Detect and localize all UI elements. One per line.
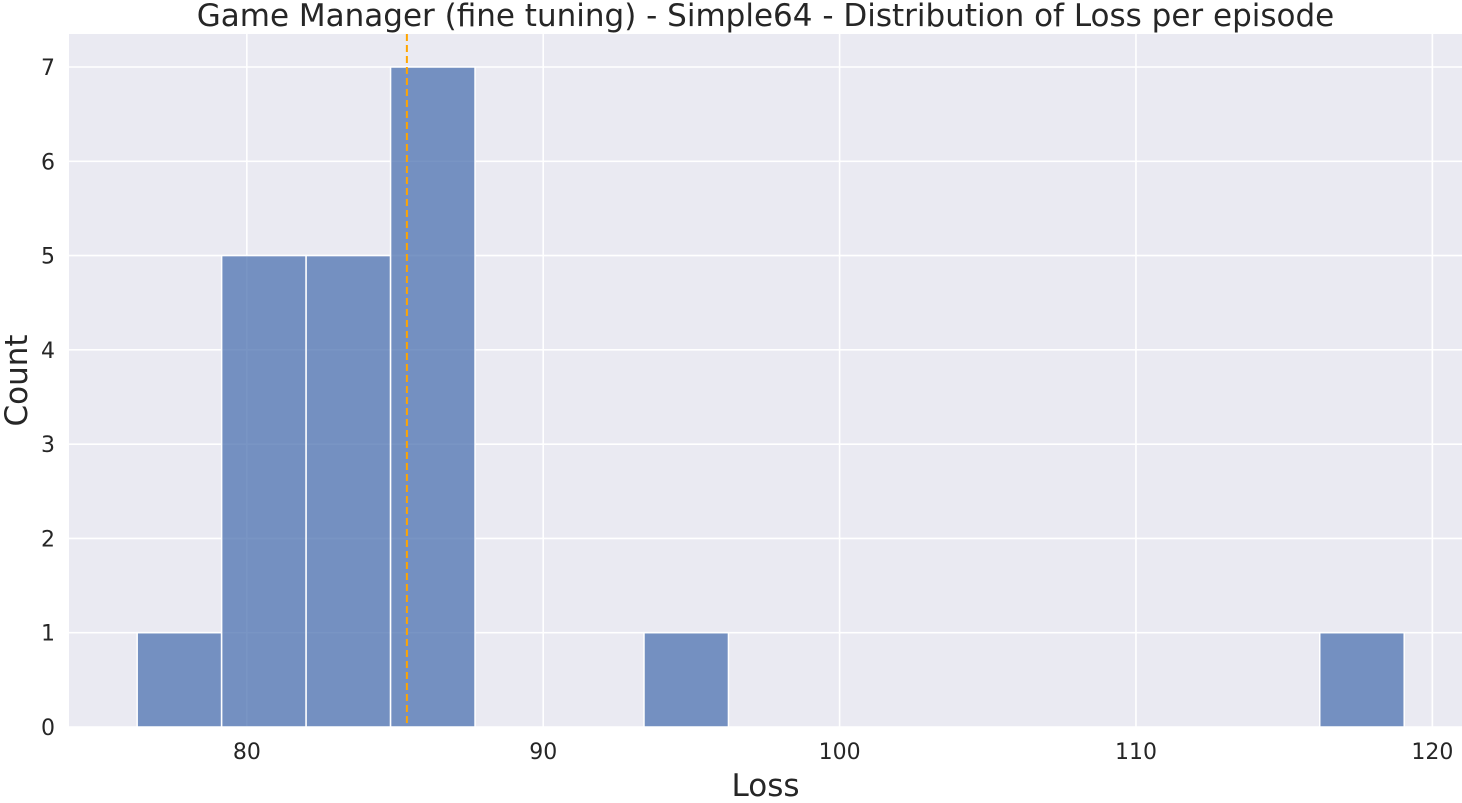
chart-title: Game Manager (fine tuning) - Simple64 - … [197,0,1335,34]
x-tick-label: 80 [233,740,261,765]
y-axis-label: Count [0,334,35,426]
x-tick-label: 90 [529,740,557,765]
histogram-bar [389,66,476,728]
histogram-bar [305,254,392,728]
x-tick-label: 100 [819,740,861,765]
y-axis-ticks: 0 1 2 3 4 5 6 7 [41,56,55,741]
x-axis-label: Loss [732,768,800,803]
x-tick-label: 120 [1411,740,1453,765]
y-tick-label: 7 [41,56,55,81]
y-tick-label: 2 [41,527,55,552]
y-tick-label: 4 [41,339,55,364]
y-tick-label: 1 [41,622,55,647]
y-tick-label: 6 [41,150,55,175]
x-axis-ticks: 80 90 100 110 120 [233,740,1454,765]
histogram-bars [136,66,1405,728]
histogram-bar [136,631,223,728]
histogram-bar [1318,631,1405,728]
y-tick-label: 0 [41,716,55,741]
y-tick-label: 5 [41,245,55,270]
histogram-bar [643,631,730,728]
histogram-bar [220,254,307,728]
x-tick-label: 110 [1115,740,1157,765]
y-tick-label: 3 [41,433,55,458]
